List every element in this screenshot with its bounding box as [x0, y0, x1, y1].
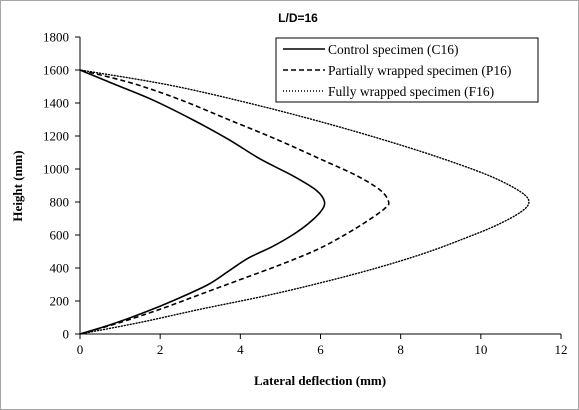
control-series-line: [79, 69, 326, 335]
plot-area: 0 2 4 6 8 10 12 0 200 400 600 800 1000 1200 1400 1600 18…: [43, 30, 568, 358]
y-axis-title: Height (mm): [10, 150, 25, 221]
x-tick-label: 10: [474, 342, 487, 357]
y-tick-label: 200: [50, 294, 70, 309]
full-series-line: [79, 69, 530, 335]
y-tick-label: 400: [50, 261, 70, 276]
y-tick-label: 600: [50, 228, 70, 243]
y-tick-label: 800: [50, 195, 70, 210]
legend: Control specimen (C16) Partially wrapped…: [275, 37, 539, 103]
y-tick-label: 1600: [43, 63, 69, 78]
y-tick-label: 1200: [43, 129, 69, 144]
x-tick-label: 6: [317, 342, 324, 357]
legend-full-label: Fully wrapped specimen (F16): [328, 84, 494, 99]
x-tick-label: 8: [397, 342, 404, 357]
partial-series-line: [79, 69, 390, 335]
x-axis-title: Lateral deflection (mm): [254, 373, 386, 388]
y-tick-label: 0: [63, 327, 70, 342]
x-tick-label: 0: [77, 342, 84, 357]
x-tick-label: 2: [157, 342, 164, 357]
y-tick-label: 1800: [43, 30, 69, 45]
chart-title: L/D=16: [278, 11, 318, 25]
y-tick-label: 1000: [43, 162, 69, 177]
y-tick-label: 1400: [43, 96, 69, 111]
legend-control-label: Control specimen (C16): [328, 42, 458, 57]
x-tick-label: 4: [237, 342, 244, 357]
legend-partial-label: Partially wrapped specimen (P16): [328, 63, 511, 78]
x-tick-label: 12: [555, 342, 568, 357]
